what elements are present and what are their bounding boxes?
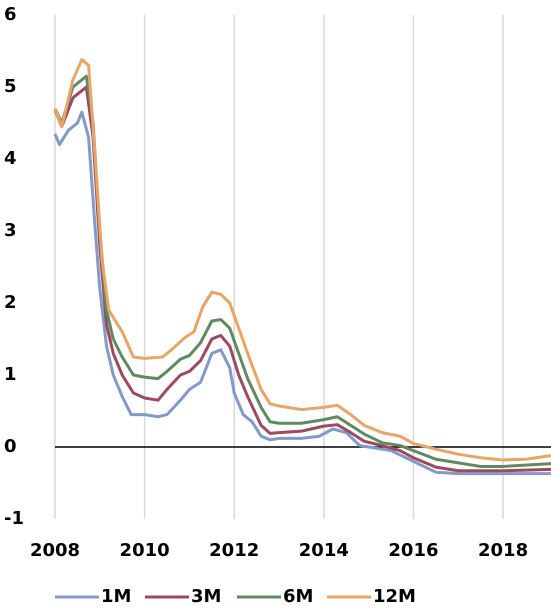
x-tick-label: 2016 (388, 540, 438, 561)
y-tick-label: 2 (4, 292, 17, 313)
series-line (53, 110, 551, 476)
x-tick-label: 2012 (209, 540, 259, 561)
y-tick-label: 4 (4, 148, 17, 169)
legend-label: 12M (373, 586, 416, 607)
legend-label: 3M (191, 586, 221, 607)
legend-label: 6M (283, 586, 313, 607)
y-tick-label: 3 (4, 220, 17, 241)
y-tick-label: 0 (4, 436, 17, 457)
x-tick-label: 2018 (478, 540, 528, 561)
y-tick-label: 5 (4, 76, 17, 97)
x-tick-label: 2010 (120, 540, 170, 561)
x-tick-label: 2008 (30, 540, 80, 561)
y-tick-label: 6 (4, 4, 17, 25)
x-tick-label: 2014 (299, 540, 349, 561)
y-tick-label: -1 (4, 508, 24, 529)
y-tick-label: 1 (4, 364, 17, 385)
legend-label: 1M (101, 586, 131, 607)
series-line (53, 74, 551, 468)
series-line (53, 58, 551, 462)
